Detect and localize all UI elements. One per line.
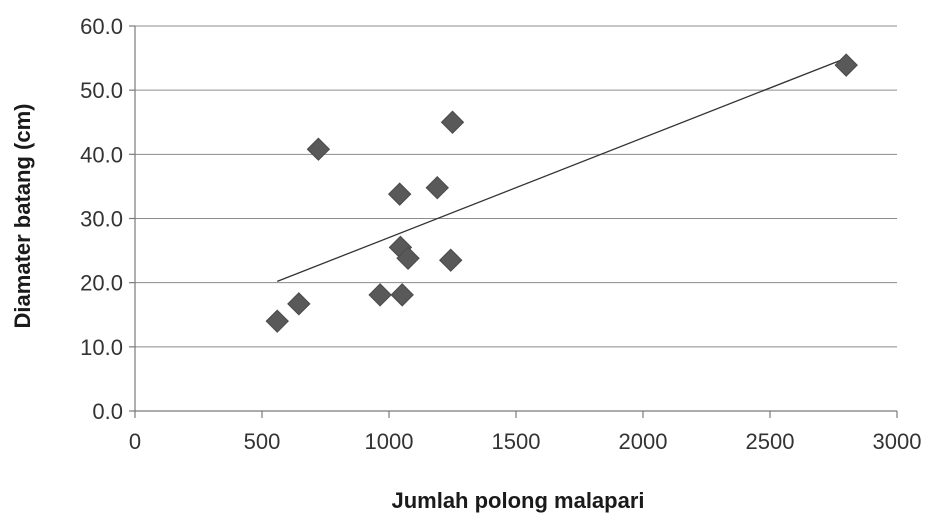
x-tick-label: 0: [129, 429, 141, 454]
trendline-layer: [277, 57, 847, 282]
data-point: [440, 110, 465, 134]
data-point: [265, 309, 289, 333]
y-tick-label: 10.0: [80, 335, 123, 360]
data-point: [396, 246, 420, 270]
y-tick-label: 20.0: [80, 271, 123, 296]
gridlines: [135, 25, 897, 348]
tick-labels: 0.0 10.0 20.0 30.0 40.0 50.0 60.0 0 500 1000 1500 2…: [80, 14, 921, 454]
data-point: [834, 53, 858, 77]
y-tick-label: 50.0: [80, 78, 123, 103]
data-point: [387, 182, 412, 206]
data-point: [306, 137, 331, 161]
x-axis-title: Jumlah polong malapari: [391, 488, 644, 513]
y-tick-label: 30.0: [80, 207, 123, 232]
x-tick-label: 3000: [873, 429, 922, 454]
data-point: [287, 292, 311, 316]
data-point: [425, 175, 449, 200]
x-tick-label: 2000: [619, 429, 668, 454]
y-tick-label: 0.0: [92, 399, 123, 424]
x-tick-label: 500: [244, 429, 281, 454]
x-tick-label: 1000: [365, 429, 414, 454]
data-points: [265, 53, 858, 333]
x-tick-label: 2500: [746, 429, 795, 454]
axes: [129, 25, 898, 418]
y-tick-label: 60.0: [80, 14, 123, 39]
x-tick-label: 1500: [492, 429, 541, 454]
trendline: [277, 57, 847, 282]
data-point: [368, 283, 392, 307]
data-point: [439, 248, 463, 272]
data-point: [390, 283, 414, 307]
y-tick-label: 40.0: [80, 142, 123, 167]
y-axis-title: Diamater batang (cm): [10, 104, 35, 329]
